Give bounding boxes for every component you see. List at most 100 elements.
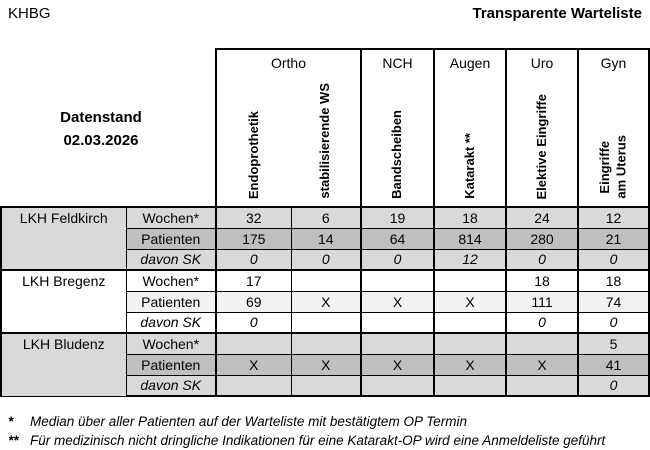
footnotes: * Median über aller Patienten auf der Wa… (8, 412, 648, 450)
cell-feldkirch-davonsk-3: 0 (360, 248, 435, 271)
cell-feldkirch-wochen-3: 19 (360, 206, 435, 229)
row-label-davon-sk: davon SK (125, 311, 217, 334)
footnote-median: * Median über aller Patienten auf der Wa… (8, 412, 648, 431)
cell-feldkirch-davonsk-4: 12 (433, 248, 507, 271)
datenstand-label: Datenstand (60, 108, 142, 126)
row-label-davon-sk: davon SK (125, 374, 217, 397)
cell-bludenz-wochen-4 (433, 332, 507, 355)
group-gyn: Gyn (577, 48, 650, 75)
cell-bludenz-wochen-6: 5 (577, 332, 650, 355)
cell-bregenz-patienten-4: X (433, 290, 507, 313)
col-header-stabilisierende-ws: stabilisierende WS (291, 75, 362, 208)
table-row: Patienten X X X X X 41 (1, 353, 650, 376)
cell-feldkirch-davonsk-5: 0 (505, 248, 579, 271)
cell-bludenz-davonsk-3 (360, 374, 435, 397)
group-augen: Augen (433, 48, 507, 75)
footnote-marker: * (8, 414, 14, 429)
cell-bludenz-davonsk-6: 0 (577, 374, 650, 397)
cell-feldkirch-wochen-4: 18 (433, 206, 507, 229)
cell-bludenz-patienten-5: X (505, 353, 579, 376)
group-ortho: Ortho (215, 48, 362, 75)
row-label-patienten: Patienten (125, 290, 217, 313)
table-row: davon SK 0 0 0 12 0 0 (1, 248, 650, 271)
cell-bregenz-patienten-1: 69 (215, 290, 292, 313)
datenstand-date: 02.03.2026 (63, 131, 139, 149)
cell-feldkirch-davonsk-6: 0 (577, 248, 650, 271)
cell-bregenz-davonsk-5: 0 (505, 311, 579, 334)
cell-feldkirch-davonsk-1: 0 (215, 248, 292, 271)
group-header-row: Datenstand 02.03.2026 Ortho NCH Augen Ur… (1, 48, 650, 207)
cell-feldkirch-patienten-5: 280 (505, 227, 579, 250)
col-header-eingriffe-am-uterus: Eingriffe am Uterus (577, 75, 650, 208)
footnote-text: Für medizinisch nicht dringliche Indikat… (30, 433, 606, 448)
col-header-katarakt: Katarakt ** (433, 75, 507, 208)
cell-bludenz-patienten-3: X (360, 353, 435, 376)
hospital-name-bregenz: LKH Bregenz (0, 269, 127, 334)
cell-bludenz-patienten-6: 41 (577, 353, 650, 376)
cell-feldkirch-wochen-5: 24 (505, 206, 579, 229)
cell-bregenz-patienten-6: 74 (577, 290, 650, 313)
cell-feldkirch-davonsk-2: 0 (290, 248, 362, 271)
row-label-wochen: Wochen* (125, 332, 217, 355)
hospital-name-feldkirch: LKH Feldkirch (0, 206, 127, 271)
col-header-endoprothetik: Endoprothetik (215, 75, 291, 208)
cell-feldkirch-wochen-6: 12 (577, 206, 650, 229)
table-row: LKH Bregenz Wochen* 17 18 18 (0, 269, 650, 334)
row-label-wochen: Wochen* (125, 269, 217, 292)
cell-bludenz-wochen-5 (505, 332, 579, 355)
row-label-wochen: Wochen* (125, 206, 217, 229)
cell-bludenz-wochen-2 (290, 332, 362, 355)
cell-bregenz-davonsk-6: 0 (577, 311, 650, 334)
cell-feldkirch-patienten-3: 64 (360, 227, 435, 250)
cell-bregenz-patienten-5: 111 (505, 290, 579, 313)
cell-bregenz-wochen-6: 18 (577, 269, 650, 292)
cell-bregenz-davonsk-1: 0 (215, 311, 292, 334)
cell-bregenz-davonsk-3 (360, 311, 435, 334)
cell-bludenz-patienten-2: X (290, 353, 362, 376)
cell-bregenz-wochen-2 (290, 269, 362, 292)
row-label-patienten: Patienten (125, 353, 217, 376)
datenstand-cell: Datenstand 02.03.2026 (1, 49, 217, 207)
cell-bludenz-wochen-3 (360, 332, 435, 355)
table-row: LKH Bludenz Wochen* 5 (0, 332, 650, 397)
top-bar: KHBG Transparente Warteliste (0, 5, 650, 22)
cell-feldkirch-patienten-6: 21 (577, 227, 650, 250)
footnote-katarakt: ** Für medizinisch nicht dringliche Indi… (8, 431, 648, 450)
table-row: davon SK 0 (1, 374, 650, 397)
cell-bregenz-davonsk-4 (433, 311, 507, 334)
cell-bludenz-patienten-1: X (215, 353, 292, 376)
footnote-text: Median über aller Patienten auf der Wart… (30, 414, 467, 429)
cell-bludenz-davonsk-5 (505, 374, 579, 397)
cell-feldkirch-wochen-1: 32 (215, 206, 292, 229)
cell-feldkirch-patienten-1: 175 (215, 227, 292, 250)
cell-bregenz-patienten-2: X (290, 290, 362, 313)
row-label-davon-sk: davon SK (125, 248, 217, 271)
cell-bregenz-wochen-5: 18 (505, 269, 579, 292)
cell-bregenz-wochen-1: 17 (215, 269, 292, 292)
footnote-marker: ** (8, 433, 19, 448)
cell-bregenz-patienten-3: X (360, 290, 435, 313)
group-nch: NCH (360, 48, 435, 75)
cell-bregenz-davonsk-2 (290, 311, 362, 334)
cell-bludenz-davonsk-2 (290, 374, 362, 397)
group-uro: Uro (505, 48, 579, 75)
cell-bregenz-wochen-3 (360, 269, 435, 292)
cell-bludenz-wochen-1 (215, 332, 292, 355)
cell-bludenz-patienten-4: X (433, 353, 507, 376)
waiting-list-table: Datenstand 02.03.2026 Ortho NCH Augen Ur… (0, 48, 650, 397)
column-header-row: Endoprothetik stabilisierende WS Bandsch… (1, 75, 650, 208)
cell-feldkirch-wochen-2: 6 (290, 206, 362, 229)
page-title: Transparente Warteliste (472, 5, 642, 22)
col-header-elektive-eingriffe: Elektive Eingriffe (505, 75, 579, 208)
table-row: Patienten 175 14 64 814 280 21 (1, 227, 650, 250)
org-name: KHBG (8, 5, 51, 22)
hospital-name-bludenz: LKH Bludenz (0, 332, 127, 397)
cell-bludenz-davonsk-4 (433, 374, 507, 397)
cell-bregenz-wochen-4 (433, 269, 507, 292)
table-row: LKH Feldkirch Wochen* 32 6 19 18 24 12 (0, 206, 650, 271)
row-label-patienten: Patienten (125, 227, 217, 250)
cell-bludenz-davonsk-1 (215, 374, 292, 397)
cell-feldkirch-patienten-4: 814 (433, 227, 507, 250)
col-header-bandscheiben: Bandscheiben (360, 75, 435, 208)
